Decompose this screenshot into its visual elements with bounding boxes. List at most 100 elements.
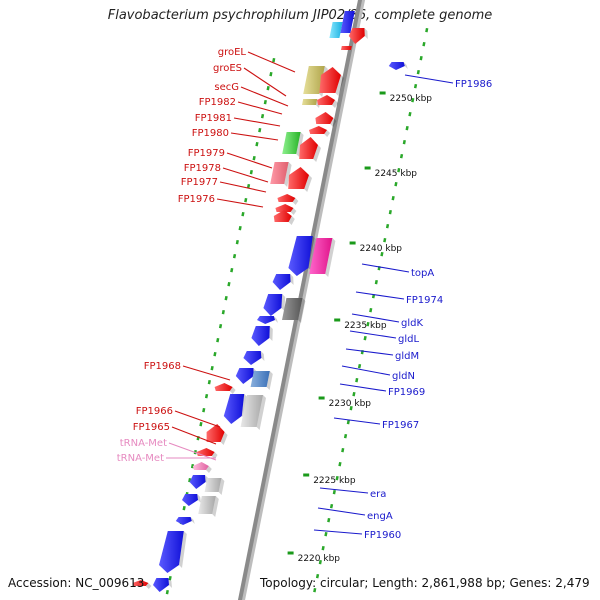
gene-shadow <box>364 28 368 39</box>
gene-feature <box>309 126 327 134</box>
outer-ring-dot <box>335 475 339 481</box>
right-label-leader <box>349 330 397 339</box>
left-gene-label: tRNA-Met <box>117 453 164 464</box>
left-label-leader <box>240 86 289 107</box>
inner-ring-dot <box>246 183 251 189</box>
outer-ring-dot <box>349 405 353 411</box>
gene-feature <box>198 496 216 514</box>
right-label-leader <box>404 74 454 84</box>
gene-shadow <box>330 118 337 127</box>
inner-ring-dot <box>204 393 209 399</box>
inner-ring-dot <box>269 71 273 77</box>
left-gene-label: FP1978 <box>184 163 221 174</box>
outer-ring-dot <box>385 223 390 229</box>
gene-feature <box>235 368 254 384</box>
gene-feature <box>189 475 206 489</box>
inner-ring-dot <box>207 379 211 385</box>
outer-ring-dot <box>321 545 325 551</box>
right-label-leader <box>317 507 366 516</box>
inner-ring-dot <box>227 281 231 287</box>
accession-text: Accession: NC_009613 <box>8 576 145 590</box>
gene-shadow <box>218 478 225 495</box>
gene-feature <box>303 66 325 94</box>
outer-ring-dot <box>399 153 404 159</box>
gene-feature <box>282 298 303 320</box>
outer-ring-dot <box>338 461 342 467</box>
right-label-leader <box>313 529 363 535</box>
gene-shadow <box>332 100 338 108</box>
inner-ring-dot <box>266 85 270 91</box>
gene-feature <box>192 462 209 470</box>
gene-shadow <box>212 496 219 517</box>
left-gene-label: FP1982 <box>199 97 236 108</box>
inner-ring-dot <box>230 267 234 273</box>
gene-shadow <box>324 130 330 137</box>
outer-ring-dot <box>346 419 350 425</box>
inner-ring-dot <box>210 365 214 371</box>
gene-shadow <box>266 371 273 390</box>
gene-feature <box>132 580 149 586</box>
left-label-leader <box>237 101 283 115</box>
outer-ring-dot <box>363 335 367 341</box>
scale-label: 2240 kbp <box>360 244 403 254</box>
right-label-leader <box>319 487 369 494</box>
right-gene-label: FP1967 <box>382 420 419 431</box>
outer-ring-dot <box>394 181 398 187</box>
gene-shadow <box>273 316 278 323</box>
left-gene-label: tRNA-Met <box>120 438 167 449</box>
gene-feature <box>317 95 335 105</box>
outer-ring-dot <box>374 279 378 285</box>
outer-ring-dot <box>391 195 395 201</box>
gene-feature <box>159 531 184 573</box>
inner-ring-dot <box>232 253 237 259</box>
outer-ring-dot <box>343 433 348 439</box>
gene-feature <box>309 238 333 274</box>
topology-text: Topology: circular; Length: 2,861,988 bp… <box>260 576 590 590</box>
gene-feature <box>223 394 245 424</box>
gene-feature <box>270 162 289 184</box>
gene-feature <box>340 11 355 33</box>
gene-shadow <box>206 466 212 473</box>
left-label-leader <box>233 117 281 127</box>
gene-feature <box>341 46 352 50</box>
right-label-leader <box>333 417 381 425</box>
gene-feature <box>243 351 262 365</box>
right-label-leader <box>341 365 391 376</box>
gene-feature <box>175 517 192 525</box>
gene-shadow <box>260 351 265 361</box>
outer-ring-dot <box>413 83 418 89</box>
outer-ring-dot <box>366 321 370 327</box>
inner-ring-dot <box>218 323 223 329</box>
outer-ring-dot <box>355 377 359 383</box>
gene-feature <box>250 371 270 387</box>
inner-ring-dot <box>238 225 242 231</box>
right-label-leader <box>339 383 387 392</box>
left-gene-label: FP1977 <box>181 177 218 188</box>
right-gene-label: gldL <box>398 334 419 345</box>
outer-ring-dot <box>422 41 426 47</box>
gene-feature <box>282 132 301 154</box>
inner-ring-dot <box>258 127 262 133</box>
scale-label: 2245 kbp <box>375 169 418 179</box>
gene-feature <box>257 316 275 324</box>
inner-ring-dot <box>255 141 259 147</box>
gene-shadow <box>292 198 299 205</box>
outer-ring-dot <box>332 489 336 495</box>
left-label-leader <box>230 132 279 141</box>
left-label-leader <box>219 181 267 193</box>
right-gene-label: FP1969 <box>388 387 425 398</box>
inner-ring-dot <box>244 197 248 203</box>
outer-ring-dot <box>419 55 423 61</box>
inner-ring-dot <box>224 295 228 301</box>
right-label-leader <box>355 291 405 300</box>
gene-shadow <box>145 583 152 589</box>
inner-ring-dot <box>260 113 265 119</box>
inner-ring-dot <box>216 337 220 343</box>
inner-ring-dot <box>202 407 206 413</box>
gene-shadow <box>403 62 408 69</box>
gene-feature <box>299 137 318 159</box>
left-label-leader <box>247 51 296 73</box>
left-gene-label: FP1966 <box>136 406 173 417</box>
left-label-leader <box>222 167 269 183</box>
